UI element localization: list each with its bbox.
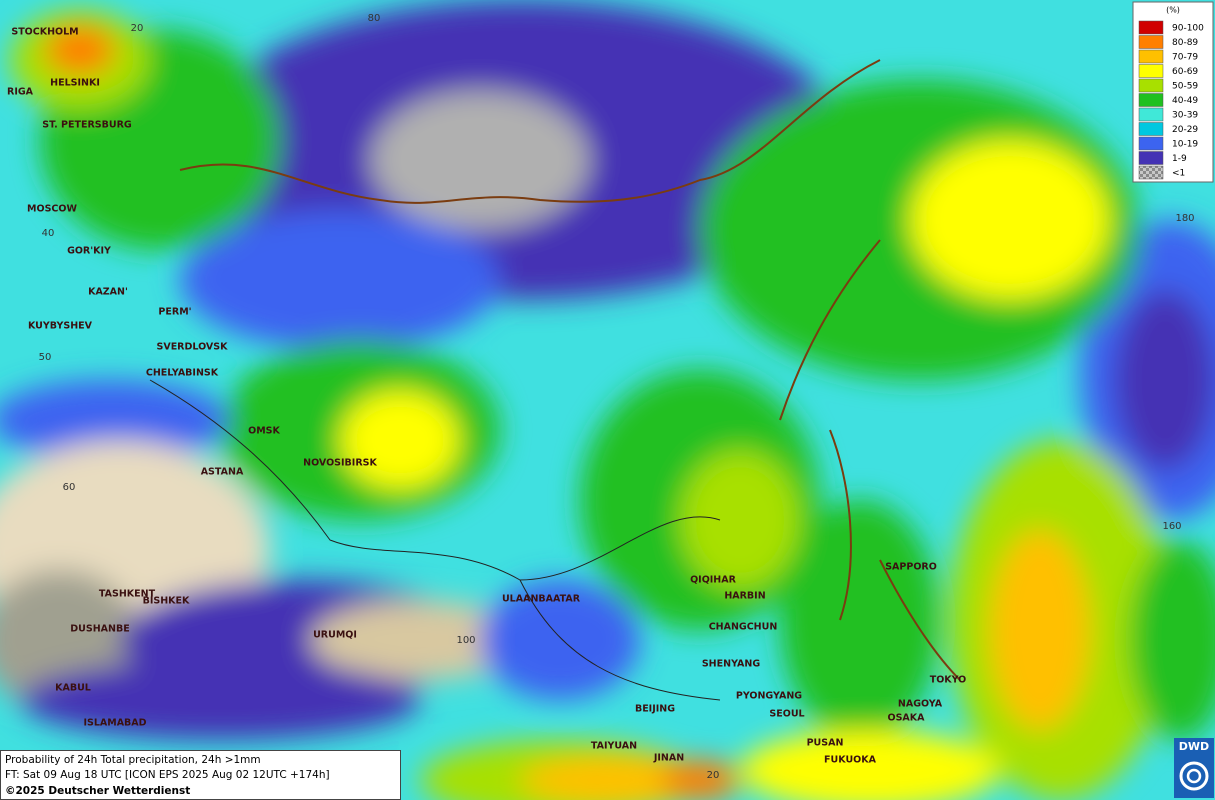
legend-swatch: [1138, 151, 1164, 165]
info-box: Probability of 24h Total precipitation, …: [0, 750, 401, 800]
dwd-logo: DWD: [1174, 738, 1214, 798]
legend-label: 30-39: [1172, 111, 1198, 121]
graticule-label: 20: [707, 770, 720, 781]
legend: (%) 90-100 80-89 70-79 60-69 50-59 40-49 30-39…: [1132, 1, 1214, 183]
legend-label: 10-19: [1172, 140, 1198, 150]
city-label: NAGOYA: [898, 699, 943, 710]
legend-swatch: [1138, 78, 1164, 93]
graticule-labels: 20 80 40 180 50 60 100 160 20: [39, 13, 1195, 781]
graticule-label: 100: [456, 635, 475, 646]
city-label: GOR'KIY: [67, 246, 111, 257]
graticule-label: 80: [368, 13, 381, 24]
graticule-label: 180: [1175, 213, 1194, 224]
legend-swatch: [1138, 93, 1164, 107]
city-label: KUYBYSHEV: [28, 321, 93, 332]
legend-swatch: [1138, 49, 1164, 64]
city-label: DUSHANBE: [70, 624, 129, 635]
city-label: ULAANBAATAR: [502, 594, 581, 605]
city-label: JINAN: [653, 753, 684, 764]
city-label: TAIYUAN: [591, 741, 637, 752]
city-label: SVERDLOVSK: [157, 342, 229, 353]
legend-title: (%): [1166, 6, 1180, 15]
legend-swatch: [1138, 122, 1164, 136]
legend-label: 70-79: [1172, 53, 1198, 63]
legend-swatch: [1138, 35, 1164, 49]
city-label: FUKUOKA: [824, 755, 877, 766]
city-label: SAPPORO: [885, 562, 937, 573]
info-background: [0, 750, 401, 800]
city-label: CHANGCHUN: [709, 622, 778, 633]
graticule-label: 60: [63, 482, 76, 493]
graticule-label: 40: [42, 228, 55, 239]
legend-label: 1-9: [1172, 154, 1187, 164]
legend-label: 90-100: [1172, 24, 1204, 34]
legend-swatch: [1138, 165, 1164, 180]
graticule-label: 50: [39, 352, 52, 363]
city-label: HELSINKI: [50, 78, 100, 89]
city-label: MOSCOW: [27, 204, 77, 215]
city-labels: STOCKHOLM HELSINKI RIGA ST. PETERSBURG MOSCO…: [7, 27, 966, 766]
copyright: ©2025 Deutscher Wetterdienst: [5, 785, 190, 797]
legend-label: 80-89: [1172, 38, 1198, 48]
city-label: TASHKENT: [99, 589, 156, 600]
city-label: PYONGYANG: [736, 691, 802, 702]
city-label: ISLAMABAD: [83, 718, 146, 729]
city-label: KAZAN': [88, 287, 128, 298]
legend-items: 90-100 80-89 70-79 60-69 50-59 40-49 30-39 20-2…: [1138, 20, 1204, 180]
city-label: SHENYANG: [702, 659, 761, 670]
legend-swatch: [1138, 20, 1164, 35]
city-label: NOVOSIBIRSK: [303, 458, 377, 469]
city-label: RIGA: [7, 87, 34, 98]
logo-text: DWD: [1179, 740, 1209, 753]
city-label: PUSAN: [807, 738, 844, 749]
city-label: PERM': [158, 307, 191, 318]
city-label: BEIJING: [635, 704, 675, 715]
city-label: KABUL: [55, 683, 91, 694]
city-label: URUMQI: [313, 630, 357, 641]
city-label: QIQIHAR: [690, 575, 737, 586]
legend-label: 40-49: [1172, 96, 1198, 106]
city-label: CHELYABINSK: [146, 368, 219, 379]
city-label: TOKYO: [930, 675, 967, 686]
legend-label: 60-69: [1172, 67, 1198, 77]
graticule-label: 20: [131, 23, 144, 34]
graticule-label: 160: [1162, 521, 1181, 532]
city-label: ST. PETERSBURG: [42, 120, 132, 131]
legend-swatch: [1138, 64, 1164, 78]
logo-swirl: [1186, 768, 1202, 784]
legend-swatch: [1138, 136, 1164, 151]
legend-label: 20-29: [1172, 125, 1198, 135]
city-label: HARBIN: [724, 591, 765, 602]
city-label: STOCKHOLM: [11, 27, 78, 38]
legend-label: 50-59: [1172, 82, 1198, 92]
city-label: BISHKEK: [143, 596, 190, 607]
info-line: Probability of 24h Total precipitation, …: [5, 754, 261, 766]
city-label: SEOUL: [769, 709, 804, 720]
city-label: OMSK: [248, 426, 280, 437]
info-line: FT: Sat 09 Aug 18 UTC [ICON EPS 2025 Aug…: [5, 769, 330, 781]
legend-label: <1: [1172, 169, 1185, 179]
legend-swatch: [1138, 107, 1164, 122]
logo-swirl: [1179, 761, 1209, 791]
city-label: OSAKA: [888, 713, 926, 724]
city-label: ASTANA: [201, 467, 244, 478]
